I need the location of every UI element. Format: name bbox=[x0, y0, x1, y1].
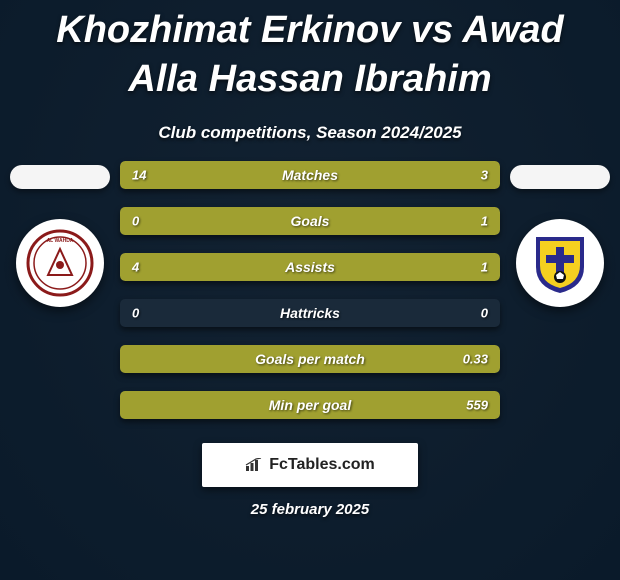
right-country-pill bbox=[510, 165, 610, 189]
stat-label: Matches bbox=[282, 167, 338, 183]
stat-label: Hattricks bbox=[280, 305, 340, 321]
stat-label: Assists bbox=[285, 259, 335, 275]
stat-value-right: 559 bbox=[466, 397, 488, 412]
comparison-panel: AL WAHDA 14Matches30Goals14Assists10Hatt… bbox=[10, 161, 610, 419]
team-logo-left-icon: AL WAHDA bbox=[26, 229, 94, 297]
stat-row: 0 Hattricks 0 bbox=[120, 299, 500, 327]
stat-fill-left bbox=[120, 161, 397, 189]
stat-row: 14 Matches 3 bbox=[120, 161, 500, 189]
left-side: AL WAHDA bbox=[10, 161, 110, 307]
stat-value-right: 1 bbox=[481, 259, 488, 274]
right-side bbox=[510, 161, 610, 307]
stat-row: 4 Assists 1 bbox=[120, 253, 500, 281]
left-team-badge: AL WAHDA bbox=[16, 219, 104, 307]
left-country-pill bbox=[10, 165, 110, 189]
stat-value-right: 3 bbox=[481, 167, 488, 182]
stat-row: Min per goal 559 bbox=[120, 391, 500, 419]
stat-label: Min per goal bbox=[269, 397, 351, 413]
stat-value-left: 14 bbox=[132, 167, 146, 182]
stat-value-right: 0 bbox=[481, 305, 488, 320]
stat-value-right: 0.33 bbox=[463, 351, 488, 366]
stat-value-left: 4 bbox=[132, 259, 139, 274]
chart-icon bbox=[245, 458, 263, 472]
stat-row: 0 Goals 1 bbox=[120, 207, 500, 235]
stat-label: Goals per match bbox=[255, 351, 365, 367]
stat-fill-right bbox=[424, 253, 500, 281]
stat-row: Goals per match 0.33 bbox=[120, 345, 500, 373]
brand-badge: FcTables.com bbox=[202, 443, 418, 487]
date-text: 25 february 2025 bbox=[10, 501, 610, 518]
page-title: Khozhimat Erkinov vs Awad Alla Hassan Ib… bbox=[10, 0, 610, 109]
stat-value-right: 1 bbox=[481, 213, 488, 228]
team-logo-right-icon bbox=[526, 229, 594, 297]
right-team-badge bbox=[516, 219, 604, 307]
stat-value-left: 0 bbox=[132, 213, 139, 228]
stat-fill-left bbox=[120, 253, 424, 281]
svg-text:AL WAHDA: AL WAHDA bbox=[47, 238, 74, 244]
stats-list: 14Matches30Goals14Assists10Hattricks0Goa… bbox=[120, 161, 500, 419]
subtitle: Club competitions, Season 2024/2025 bbox=[10, 123, 610, 143]
stat-label: Goals bbox=[291, 213, 330, 229]
stat-value-left: 0 bbox=[132, 305, 139, 320]
brand-text: FcTables.com bbox=[269, 456, 375, 474]
